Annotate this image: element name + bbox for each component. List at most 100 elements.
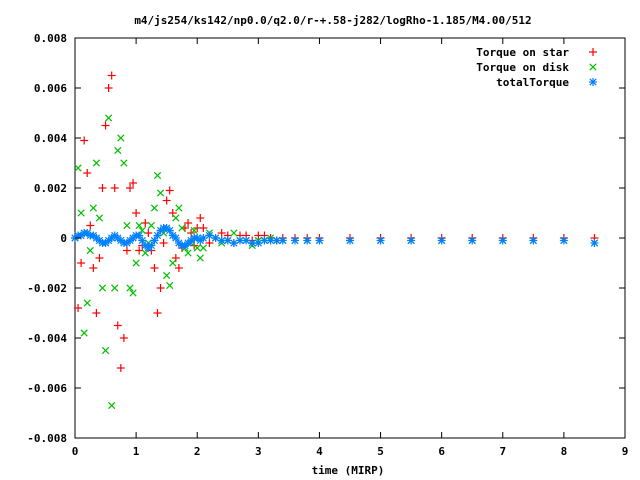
x-tick-label: 9 [622,445,629,458]
y-tick-label: 0 [60,232,67,245]
data-point [266,236,275,245]
data-point [89,204,97,212]
y-tick-label: -0.002 [27,282,67,295]
data-point [141,219,150,227]
legend-marker [589,48,597,56]
data-point [156,189,165,197]
data-point [184,219,193,227]
y-tick-label: -0.004 [27,332,67,345]
data-point [129,289,137,297]
x-tick-label: 0 [72,445,79,458]
legend-marker [589,63,597,71]
legend-label: totalTorque [496,76,569,89]
data-point [498,236,507,245]
data-point [77,259,86,267]
data-point [199,234,208,242]
data-point [156,284,165,292]
data-point [126,284,134,292]
data-point [141,249,149,257]
data-point [116,364,125,372]
data-point [168,209,177,217]
data-point [407,236,416,245]
x-tick-label: 6 [438,445,445,458]
data-point [101,346,110,355]
data-point [135,221,143,230]
data-point [98,184,107,192]
data-point [80,136,89,145]
data-point [77,209,85,217]
data-point [230,229,238,237]
data-point [590,239,599,247]
data-point [376,236,385,245]
data-point [92,309,101,317]
data-point [95,254,104,262]
data-point [153,231,162,240]
data-point [92,159,101,167]
data-point [74,164,82,172]
y-tick-label: -0.006 [27,382,67,395]
data-point [113,321,122,330]
data-point [171,254,180,262]
x-tick-label: 1 [133,445,140,458]
data-point [468,236,477,245]
chart-title: m4/js254/ks142/np0.0/q2.0/r-+.58-j282/lo… [134,14,531,27]
x-tick-label: 2 [194,445,201,458]
data-point [101,121,110,130]
data-point [123,221,131,230]
data-point [229,239,238,247]
data-point [132,259,140,267]
data-point [278,236,287,245]
data-point [122,246,131,255]
data-point [437,236,446,245]
data-point [144,229,153,237]
y-tick-label: 0.002 [34,182,67,195]
y-tick-label: 0.004 [34,132,67,145]
data-point [104,84,113,92]
data-point [163,271,171,280]
x-tick-label: 4 [316,445,323,458]
data-point [190,226,198,235]
data-point [129,179,138,187]
data-point [559,236,568,245]
x-tick-label: 7 [499,445,506,458]
data-point [153,309,162,317]
data-point [205,239,214,247]
legend: Torque on star Torque on disk totalTorque [476,46,597,89]
data-point [174,264,183,272]
data-point [196,254,204,262]
data-point [119,334,128,342]
legend-label: Torque on disk [476,61,569,74]
data-point [162,196,171,205]
data-point [86,221,95,230]
data-point [150,204,159,212]
data-point [117,134,125,142]
data-point [260,236,269,245]
data-point [150,264,159,272]
data-point [86,246,94,255]
y-tick-label: 0.008 [34,32,67,45]
data-point [196,214,205,222]
data-point [236,236,244,245]
data-point [80,329,88,337]
y-tick-label: 0.006 [34,82,67,95]
series-torque-on-disk [71,114,599,410]
data-point [199,244,207,252]
x-tick-label: 5 [377,445,384,458]
series-torque-on-star [71,71,599,372]
data-point [107,71,116,80]
y-tick-label: -0.008 [27,432,67,445]
data-point [135,246,144,255]
data-point [126,184,134,192]
data-point [159,239,168,247]
data-point [114,146,122,155]
data-point [193,244,201,252]
data-point [110,184,119,192]
data-point [108,401,116,410]
data-point [83,299,91,307]
x-tick-label: 8 [561,445,568,458]
data-point [74,304,83,312]
axis-ticks: 0 1 2 3 4 5 6 7 8 9 0.008 0.006 0.004 0.002 0 -0.002 -0.… [27,32,628,458]
data-point [303,236,312,245]
data-point [98,284,107,292]
